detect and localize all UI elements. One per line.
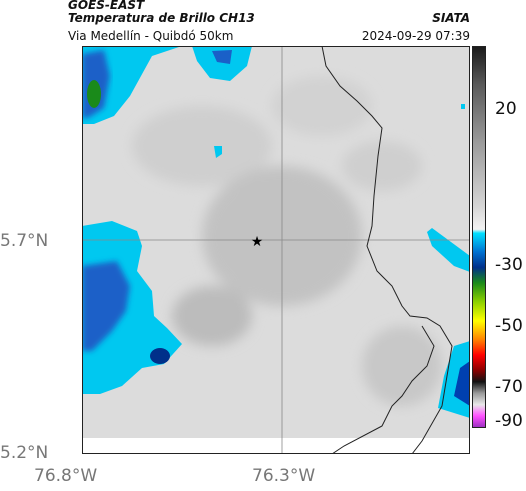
colorbar-tick-label: -50 xyxy=(495,316,523,336)
colorbar-tick-label: -90 xyxy=(495,411,523,431)
timestamp: 2024-09-29 07:39 xyxy=(361,29,470,43)
cold-cloud-right xyxy=(427,104,470,418)
cold-cloud-upper-left xyxy=(82,46,252,158)
lon-tick-label: 76.8°W xyxy=(34,466,98,486)
brightness-temperature-map: ★ xyxy=(82,46,470,454)
org-label: SIATA xyxy=(432,11,470,25)
colorbar-tick-label: -30 xyxy=(495,255,523,275)
lon-tick-label: 76.3°W xyxy=(252,466,316,486)
region-subtitle: Via Medellín - Quibdó 50km xyxy=(68,29,234,43)
cold-cloud-left xyxy=(82,221,182,394)
lat-tick-label: 5.7°N xyxy=(0,231,49,251)
product-title: Temperatura de Brillo CH13 xyxy=(68,11,255,25)
temperature-colorbar xyxy=(472,46,486,428)
colorbar-tick-label: 20 xyxy=(495,99,517,119)
lat-tick-label: 5.2°N xyxy=(0,443,49,463)
satellite-label: GOES-EAST xyxy=(68,0,145,12)
colorbar-tick-label: -70 xyxy=(495,377,523,397)
department-boundary xyxy=(321,46,453,454)
station-marker-icon: ★ xyxy=(251,234,264,250)
